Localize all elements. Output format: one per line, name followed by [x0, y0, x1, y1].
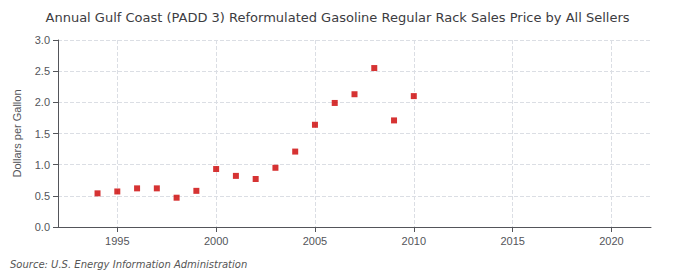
svg-text:1995: 1995 [105, 235, 129, 247]
svg-text:2015: 2015 [500, 235, 524, 247]
svg-text:0.0: 0.0 [35, 221, 50, 233]
svg-text:2005: 2005 [303, 235, 327, 247]
svg-text:Source: U.S. Energy Informatio: Source: U.S. Energy Information Administ… [10, 259, 247, 270]
svg-text:3.0: 3.0 [35, 34, 50, 46]
svg-text:Dollars per Gallon: Dollars per Gallon [11, 89, 23, 177]
svg-text:1.0: 1.0 [35, 159, 50, 171]
svg-text:2.0: 2.0 [35, 96, 50, 108]
svg-text:2020: 2020 [599, 235, 623, 247]
svg-text:1.5: 1.5 [35, 128, 50, 140]
svg-text:Annual Gulf Coast (PADD 3) Ref: Annual Gulf Coast (PADD 3) Reformulated … [46, 10, 630, 25]
svg-text:2010: 2010 [402, 235, 426, 247]
svg-text:0.5: 0.5 [35, 190, 50, 202]
svg-text:2.5: 2.5 [35, 65, 50, 77]
svg-text:2000: 2000 [204, 235, 228, 247]
